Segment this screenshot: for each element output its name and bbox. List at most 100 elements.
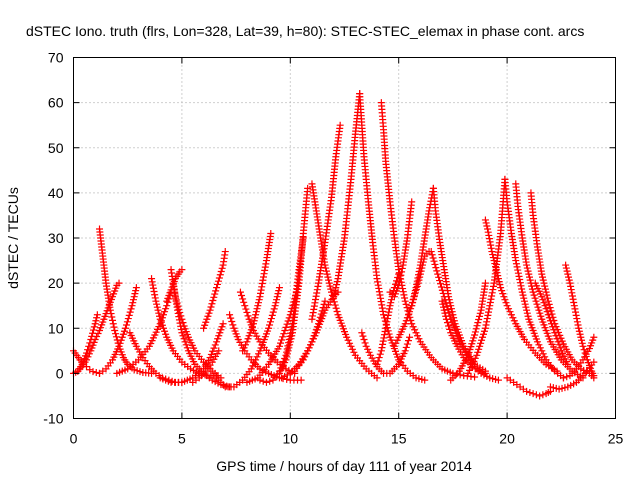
- data-point: [125, 311, 133, 319]
- data-point: [317, 310, 325, 318]
- data-point: [373, 360, 381, 368]
- data-point: [299, 356, 307, 364]
- data-point: [471, 354, 479, 362]
- data-point: [537, 312, 545, 320]
- data-point: [549, 323, 557, 331]
- data-point: [330, 290, 338, 298]
- data-point: [319, 304, 327, 312]
- data-point: [485, 231, 493, 239]
- data-point: [93, 311, 101, 319]
- data-point: [384, 311, 392, 319]
- data-point: [534, 303, 542, 311]
- data-point: [182, 341, 190, 349]
- data-point: [578, 339, 586, 347]
- data-point: [274, 290, 282, 298]
- data-point: [546, 317, 554, 325]
- data-series: [546, 358, 598, 393]
- data-series: [200, 248, 229, 332]
- data-point: [211, 290, 219, 298]
- data-point: [473, 322, 481, 330]
- data-point: [152, 297, 160, 305]
- data-point: [492, 266, 500, 274]
- data-series: [447, 279, 489, 384]
- data-point: [250, 317, 258, 325]
- data-point: [382, 324, 390, 332]
- data-point: [204, 312, 212, 320]
- data-point: [564, 360, 572, 368]
- data-point: [151, 294, 159, 302]
- data-points: [70, 90, 598, 400]
- data-point: [404, 337, 412, 345]
- data-point: [533, 300, 541, 308]
- data-point: [563, 373, 571, 381]
- data-point: [89, 329, 97, 337]
- data-point: [86, 339, 94, 347]
- data-point: [209, 347, 217, 355]
- data-point: [532, 297, 540, 305]
- data-point: [158, 314, 166, 322]
- data-point: [392, 339, 400, 347]
- data-point: [476, 309, 484, 317]
- data-point: [440, 293, 448, 301]
- data-point: [570, 298, 578, 306]
- data-point: [523, 309, 531, 317]
- data-point: [482, 321, 490, 329]
- data-point: [275, 342, 283, 350]
- data-point: [449, 311, 457, 319]
- data-point: [332, 284, 340, 292]
- data-point: [535, 341, 543, 349]
- data-point: [497, 284, 505, 292]
- data-point: [467, 363, 475, 371]
- data-point: [380, 314, 388, 322]
- data-point: [149, 284, 157, 292]
- data-point: [240, 298, 248, 306]
- data-point: [383, 318, 391, 326]
- data-point: [512, 257, 520, 265]
- data-point: [243, 308, 251, 316]
- data-point: [409, 296, 417, 304]
- data-point: [488, 248, 496, 256]
- data-point: [441, 309, 449, 317]
- data-point: [87, 336, 95, 344]
- data-point: [228, 317, 236, 325]
- data-point: [301, 353, 309, 361]
- data-point: [539, 350, 547, 358]
- y-tick-label: 10: [48, 320, 64, 336]
- data-point: [247, 365, 255, 373]
- data-point: [543, 308, 551, 316]
- data-point: [131, 290, 139, 298]
- data-point: [178, 266, 186, 274]
- data-point: [304, 347, 312, 355]
- data-point: [282, 323, 290, 331]
- data-point: [227, 314, 235, 322]
- data-point: [177, 326, 185, 334]
- data-point: [108, 313, 116, 321]
- data-point: [280, 330, 288, 338]
- data-point: [214, 335, 222, 343]
- data-point: [203, 315, 211, 323]
- data-point: [267, 315, 275, 323]
- data-point: [551, 329, 559, 337]
- data-point: [312, 326, 320, 334]
- data-point: [539, 296, 547, 304]
- data-point: [214, 277, 222, 285]
- data-point: [518, 288, 526, 296]
- data-point: [545, 300, 553, 308]
- data-point: [385, 308, 393, 316]
- data-point: [408, 198, 416, 206]
- data-point: [401, 320, 409, 328]
- data-point: [379, 337, 387, 345]
- data-point: [283, 353, 291, 361]
- data-point: [244, 335, 252, 343]
- data-point: [241, 302, 249, 310]
- data-point: [132, 284, 140, 292]
- data-point: [344, 336, 352, 344]
- data-point: [253, 353, 261, 361]
- data-point: [215, 332, 223, 340]
- data-point: [523, 264, 531, 272]
- data-point: [486, 238, 494, 246]
- data-point: [284, 347, 292, 355]
- data-series: [503, 374, 554, 400]
- data-point: [491, 260, 499, 268]
- data-point: [265, 324, 273, 332]
